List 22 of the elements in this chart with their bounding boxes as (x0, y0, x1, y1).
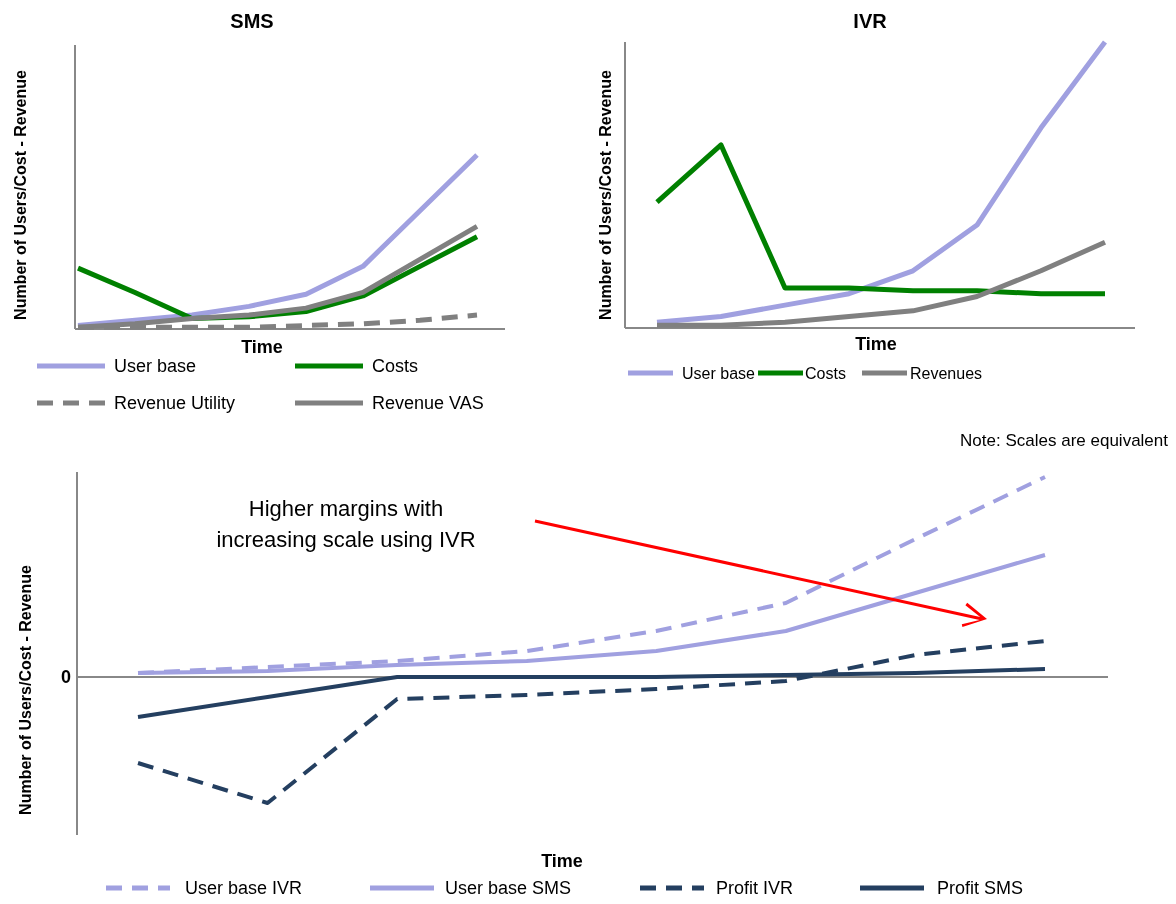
text: Note: Scales are equivalent (960, 431, 1169, 450)
legend-label: Revenues (910, 365, 983, 382)
legend-label: User base IVR (185, 878, 303, 898)
legend-label: Revenue Utility (114, 393, 236, 413)
legend-label: Profit IVR (716, 878, 794, 898)
legend-label: User base (682, 365, 756, 382)
y-axis-title: Number of Users/Cost - Revenue (17, 564, 35, 815)
legend-label: User base SMS (445, 878, 572, 898)
chart-title: SMS (230, 10, 274, 32)
x-axis-title: Time (241, 337, 283, 357)
annotation: Higher margins with increasing scale using IVR (216, 496, 476, 552)
chart-title: IVR (853, 10, 888, 32)
legend-label: User base (114, 356, 197, 376)
legend-label: Costs (372, 356, 419, 376)
y-axis-title: Number of Users/Cost - Revenue (12, 69, 30, 320)
x-axis-title: Time (541, 851, 583, 871)
legend-label: Costs (805, 365, 846, 382)
y-axis-title: Number of Users/Cost - Revenue (597, 69, 615, 320)
legend-label: Profit SMS (937, 878, 1024, 898)
text: 0 (60, 667, 71, 687)
legend-label: Revenue VAS (372, 393, 484, 413)
x-axis-title: Time (855, 334, 897, 354)
